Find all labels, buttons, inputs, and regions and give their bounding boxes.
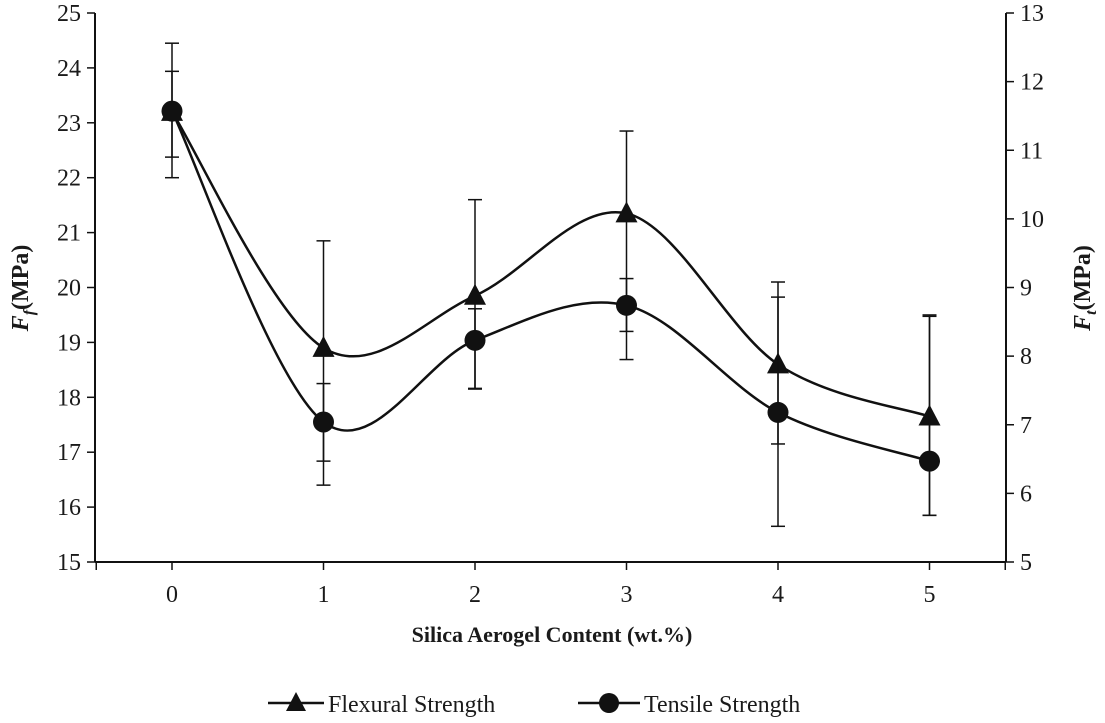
right-axis-label-sub: t [1083, 310, 1100, 315]
x-tick-label: 4 [772, 582, 784, 608]
data-point-tensile [616, 294, 637, 316]
left-axis-label-main: F [8, 315, 34, 332]
right-tick-label: 13 [1020, 1, 1044, 27]
right-tick-label: 11 [1020, 138, 1043, 164]
right-axis-label-main: F [1070, 315, 1096, 332]
legend-triangle-marker [286, 692, 306, 711]
right-tick-label: 9 [1020, 276, 1032, 302]
legend: Flexural Strength Tensile Strength [268, 692, 800, 718]
x-tick-label: 1 [318, 582, 330, 608]
data-point-tensile [161, 100, 183, 122]
series-flexural [161, 42, 941, 517]
x-tick-label: 3 [621, 582, 633, 608]
data-point-tensile [767, 401, 789, 423]
series-tensile [161, 70, 940, 528]
left-tick-label: 21 [57, 221, 81, 247]
left-axis-label-unit: (MPa) [8, 245, 34, 310]
right-tick-label: 10 [1020, 207, 1044, 233]
data-point-flexural [312, 335, 335, 357]
left-tick-label: 15 [57, 550, 81, 576]
right-tick-label: 12 [1020, 70, 1044, 96]
left-tick-label: 19 [57, 330, 81, 356]
series-layer [161, 42, 941, 528]
left-tick-label: 16 [57, 495, 81, 521]
data-point-tensile [919, 450, 940, 472]
left-tick-label: 18 [57, 385, 81, 411]
left-tick-label: 25 [57, 1, 81, 27]
left-axis-ticks: 15 16 17 18 19 20 21 22 23 24 25 [57, 1, 95, 576]
right-tick-label: 5 [1020, 550, 1032, 576]
legend-label-tensile: Tensile Strength [644, 692, 800, 718]
data-point-flexural [615, 201, 638, 223]
data-point-tensile [313, 411, 334, 433]
axes [94, 13, 1007, 563]
x-tick-label: 2 [469, 582, 481, 608]
legend-circle-marker [599, 693, 619, 713]
right-tick-label: 8 [1020, 344, 1032, 370]
legend-item-flexural: Flexural Strength [268, 692, 495, 718]
x-tick-label: 0 [166, 582, 178, 608]
x-axis-ticks: 0 1 2 3 4 5 [95, 562, 1006, 608]
x-tick-label: 5 [924, 582, 936, 608]
left-tick-label: 24 [57, 56, 81, 82]
right-axis-label-unit: (MPa) [1070, 245, 1096, 310]
left-tick-label: 22 [57, 166, 81, 192]
series-line-tensile [170, 110, 930, 463]
x-axis-label: Silica Aerogel Content (wt.%) [412, 622, 693, 647]
right-axis-label: Ft(MPa) [1070, 245, 1100, 332]
data-point-tensile [464, 329, 486, 351]
right-tick-label: 7 [1020, 413, 1032, 439]
left-tick-label: 20 [57, 276, 81, 302]
left-axis-label-sub: f [21, 308, 38, 315]
legend-label-flexural: Flexural Strength [328, 692, 495, 718]
left-tick-label: 17 [57, 440, 81, 466]
data-point-flexural [464, 283, 486, 305]
left-tick-label: 23 [57, 111, 81, 137]
right-tick-label: 6 [1020, 481, 1032, 507]
left-axis-label: Ff(MPa) [8, 245, 38, 333]
right-axis-ticks: 5 6 7 8 9 10 11 12 13 [1006, 1, 1044, 576]
legend-item-tensile: Tensile Strength [578, 692, 800, 718]
